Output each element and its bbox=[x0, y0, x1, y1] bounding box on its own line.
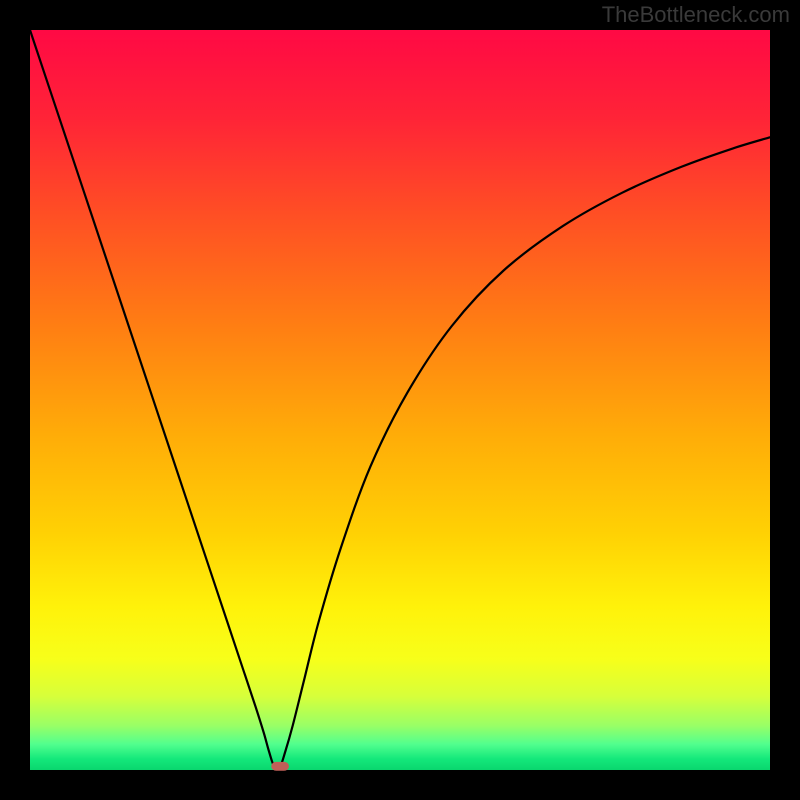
min-marker bbox=[271, 762, 289, 771]
bottleneck-chart bbox=[0, 0, 800, 800]
chart-container: TheBottleneck.com bbox=[0, 0, 800, 800]
plot-background bbox=[30, 30, 770, 770]
watermark-text: TheBottleneck.com bbox=[602, 2, 790, 28]
